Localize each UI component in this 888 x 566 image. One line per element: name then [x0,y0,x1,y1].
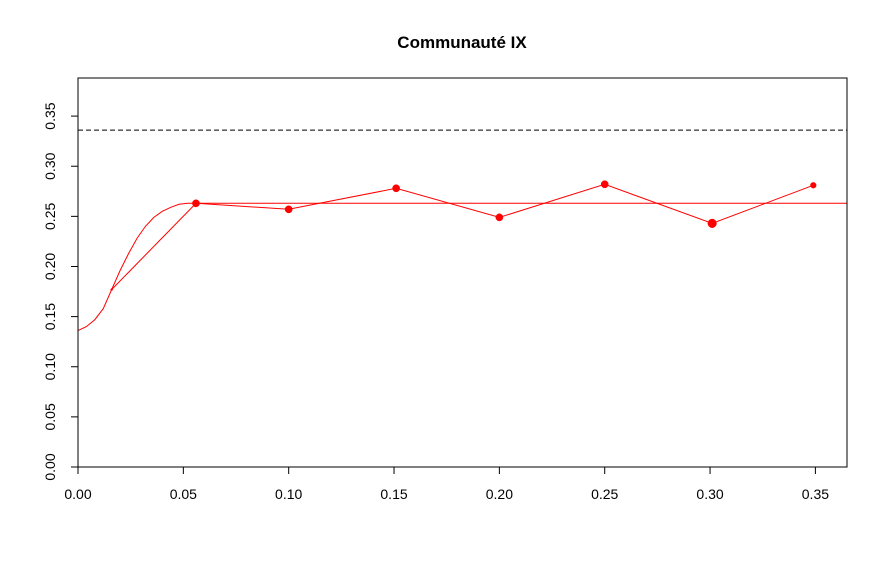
x-tick-label: 0.10 [275,486,302,502]
x-tick-label: 0.15 [380,486,407,502]
data-point [495,213,504,222]
x-tick-label: 0.00 [64,486,91,502]
x-tick-label: 0.25 [591,486,618,502]
series-line [111,183,814,290]
fitted-curve-line [77,202,847,332]
plot-frame [77,77,848,468]
y-tick-label: 0.20 [42,253,58,280]
data-point [810,182,817,189]
data-point [284,205,293,214]
y-tick-label: 0.25 [42,203,58,230]
plot-area [77,129,847,332]
x-tick-label: 0.35 [802,486,829,502]
data-point [600,180,609,189]
x-tick-label: 0.30 [696,486,723,502]
y-tick-label: 0.15 [42,303,58,330]
data-point [707,218,717,228]
y-tick-label: 0.35 [42,102,58,129]
x-tick-label: 0.05 [170,486,197,502]
x-axis: 0.00 0.05 0.10 0.15 0.20 0.25 0.30 0.35 [64,467,829,502]
y-axis: 0.00 0.05 0.10 0.15 0.20 0.25 0.30 0.35 [42,102,78,481]
y-tick-label: 0.00 [42,453,58,480]
y-tick-label: 0.30 [42,152,58,179]
chart-title: Communauté IX [397,33,527,52]
x-tick-label: 0.20 [486,486,513,502]
y-tick-label: 0.05 [42,403,58,430]
data-point [392,184,400,193]
y-tick-label: 0.10 [42,353,58,380]
